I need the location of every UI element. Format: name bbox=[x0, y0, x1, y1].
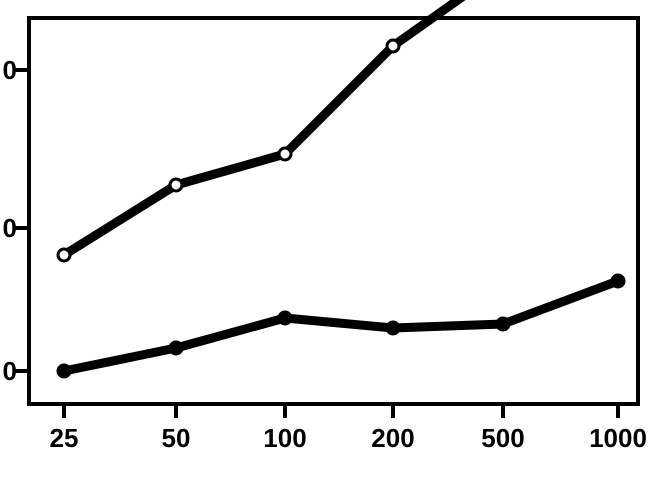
x-tick-label: 25 bbox=[50, 423, 79, 453]
data-point-filled bbox=[56, 363, 72, 379]
x-tick-label: 1000 bbox=[589, 423, 647, 453]
data-point-open bbox=[56, 247, 72, 263]
series-line-1 bbox=[59, 0, 466, 260]
axes bbox=[27, 16, 640, 406]
series-lines bbox=[59, 0, 623, 376]
y-tick-label: 0 bbox=[3, 356, 17, 386]
series-line-2 bbox=[59, 276, 623, 376]
data-point-filled bbox=[168, 340, 184, 356]
series-markers bbox=[56, 38, 626, 379]
y-tick-label: 0 bbox=[3, 213, 17, 243]
data-point-filled bbox=[610, 273, 626, 289]
x-tick-label: 500 bbox=[481, 423, 524, 453]
x-tick-label: 50 bbox=[162, 423, 191, 453]
x-tick-label: 200 bbox=[371, 423, 414, 453]
data-point-open bbox=[277, 146, 293, 162]
plot-frame bbox=[27, 16, 640, 406]
y-tick-label: 0 bbox=[3, 55, 17, 85]
data-point-open bbox=[168, 177, 184, 193]
data-point-filled bbox=[385, 320, 401, 336]
x-tick-label: 100 bbox=[263, 423, 306, 453]
tick-labels: 25 50 100 200 500 1000 0 0 0 bbox=[3, 55, 647, 453]
data-point-open bbox=[385, 38, 401, 54]
data-point-filled bbox=[495, 316, 511, 332]
ticks bbox=[15, 68, 620, 418]
data-point-filled bbox=[277, 310, 293, 326]
